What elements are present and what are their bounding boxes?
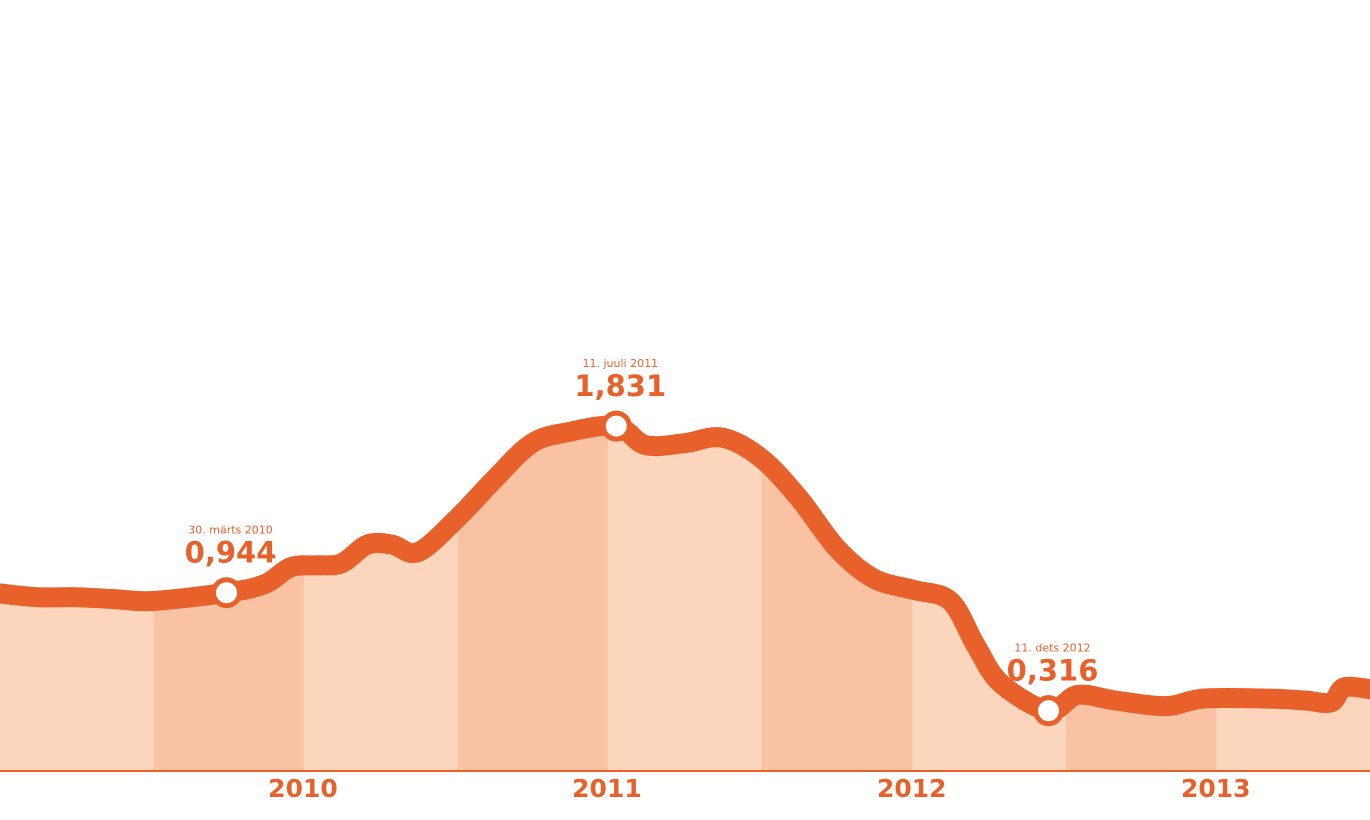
- series-line: [0, 415, 1370, 721]
- annotation-date: 30. märts 2010: [188, 524, 273, 537]
- annotation-marker: [211, 577, 243, 609]
- half-year-band: [761, 425, 913, 770]
- annotation-value: 0,944: [185, 536, 277, 570]
- half-year-band: [607, 425, 762, 770]
- half-year-band: [303, 425, 458, 770]
- year-bands: [0, 425, 1370, 770]
- x-tick-label: 2011: [572, 774, 642, 803]
- annotation-date: 11. juuli 2011: [582, 357, 658, 370]
- annotation-date: 11. dets 2012: [1014, 642, 1090, 655]
- half-year-band: [0, 425, 154, 770]
- half-year-band: [153, 425, 304, 770]
- annotation-marker: [1033, 695, 1065, 727]
- half-year-band: [1216, 425, 1370, 770]
- x-tick-label: 2010: [268, 774, 338, 803]
- annotation-value: 0,316: [1007, 654, 1099, 688]
- x-tick-label: 2013: [1181, 774, 1251, 803]
- annotation-marker: [600, 410, 632, 442]
- x-tick-label: 2012: [877, 774, 947, 803]
- x-axis-ticks: 2010 2011 2012 2013: [268, 774, 1250, 803]
- annotation-value: 1,831: [574, 369, 666, 403]
